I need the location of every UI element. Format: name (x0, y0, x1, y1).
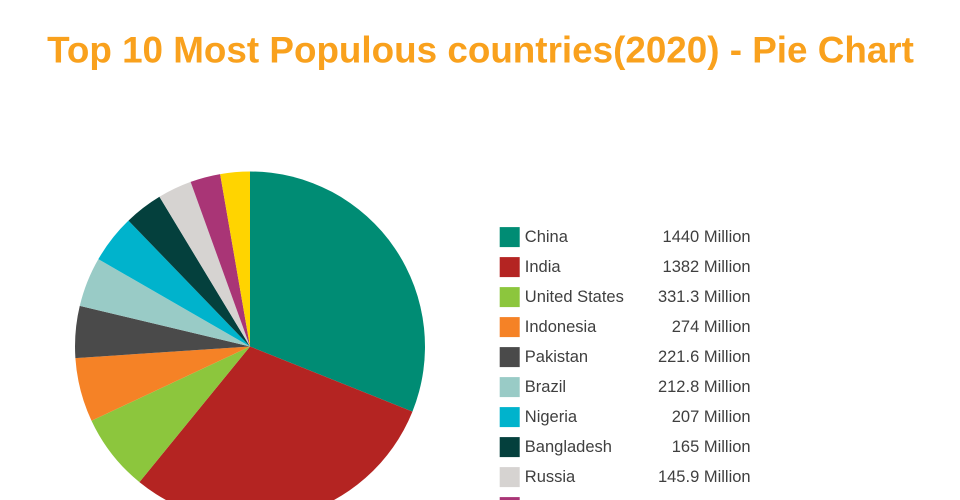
svg-text:Top 10 Most Populous countries: Top 10 Most Populous countries(2020) - P… (47, 29, 914, 70)
svg-text:212.8 Million: 212.8 Million (658, 378, 751, 396)
svg-text:331.3 Million: 331.3 Million (658, 288, 751, 306)
svg-text:Brazil: Brazil (525, 378, 566, 396)
svg-text:United States: United States (525, 288, 624, 306)
svg-text:Indonesia: Indonesia (525, 318, 597, 336)
svg-text:145.9 Million: 145.9 Million (658, 468, 751, 486)
svg-text:Bangladesh: Bangladesh (525, 438, 612, 456)
svg-text:1440 Million: 1440 Million (663, 228, 751, 246)
svg-text:128.9 Million: 128.9 Million (658, 498, 751, 500)
svg-text:Pakistan: Pakistan (525, 348, 588, 366)
svg-text:China: China (525, 228, 569, 246)
svg-text:Nigeria: Nigeria (525, 408, 578, 426)
svg-text:India: India (525, 258, 562, 276)
svg-text:207 Million: 207 Million (672, 408, 751, 426)
svg-text:274 Million: 274 Million (672, 318, 751, 336)
svg-text:221.6 Million: 221.6 Million (658, 348, 751, 366)
svg-text:165 Million: 165 Million (672, 438, 751, 456)
svg-text:Russia: Russia (525, 468, 576, 486)
svg-text:1382 Million: 1382 Million (663, 258, 751, 276)
svg-text:Mexico: Mexico (525, 498, 577, 500)
